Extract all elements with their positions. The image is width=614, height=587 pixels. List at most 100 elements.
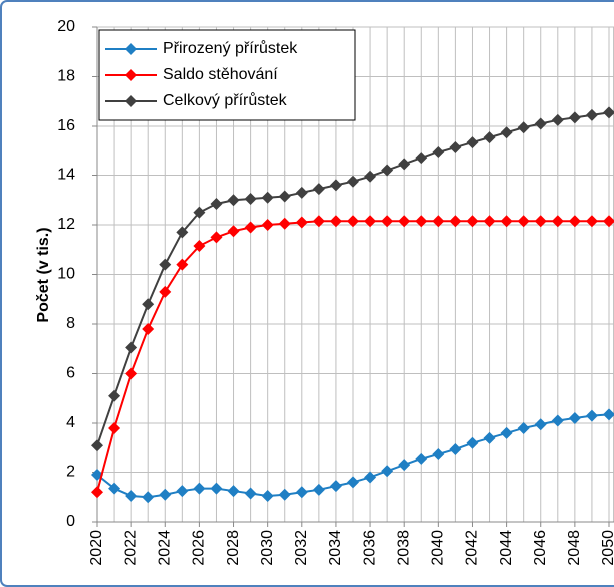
data-point — [466, 136, 479, 149]
y-tick-label: 4 — [66, 414, 75, 431]
data-point — [398, 459, 411, 472]
data-point — [278, 488, 291, 501]
data-point — [142, 322, 155, 335]
data-point — [329, 480, 342, 493]
data-point — [381, 215, 394, 228]
x-tick-label: 2034 — [327, 530, 344, 566]
y-tick-label: 12 — [57, 216, 75, 233]
data-point — [227, 194, 240, 207]
data-point — [534, 418, 547, 431]
data-point — [534, 215, 547, 228]
data-point — [603, 106, 614, 119]
data-point — [159, 258, 172, 271]
data-point — [500, 215, 513, 228]
data-point — [483, 215, 496, 228]
data-point — [551, 215, 564, 228]
y-tick-label: 0 — [66, 513, 75, 530]
data-point — [466, 215, 479, 228]
data-point — [176, 485, 189, 498]
data-point — [227, 225, 240, 238]
data-point — [312, 183, 325, 196]
data-point — [210, 197, 223, 210]
data-point — [91, 439, 103, 452]
data-point — [449, 442, 462, 455]
data-point — [193, 206, 206, 219]
data-point — [364, 215, 377, 228]
data-point — [568, 215, 581, 228]
data-point — [347, 215, 359, 228]
data-point — [329, 179, 342, 192]
x-tick-label: 2032 — [293, 530, 310, 566]
data-point — [329, 215, 342, 228]
data-point — [483, 431, 496, 444]
data-point — [91, 486, 103, 499]
data-point — [193, 240, 206, 253]
data-point — [364, 170, 377, 183]
data-point — [517, 215, 530, 228]
data-point — [142, 298, 155, 311]
y-axis-label: Počet (v tis.) — [35, 227, 52, 322]
x-tick-label: 2048 — [566, 530, 583, 566]
data-point — [381, 164, 394, 177]
data-point — [125, 341, 138, 354]
data-point — [585, 215, 598, 228]
data-point — [415, 452, 428, 465]
data-point — [603, 215, 614, 228]
y-tick-label: 16 — [57, 117, 75, 134]
data-point — [466, 436, 479, 449]
x-tick-label: 2040 — [430, 530, 447, 566]
data-point — [125, 367, 138, 380]
data-point — [312, 215, 325, 228]
legend-label: Přirozený přírůstek — [163, 39, 298, 57]
x-tick-label: 2042 — [464, 530, 481, 566]
y-tick-label: 18 — [57, 68, 75, 85]
data-point — [125, 490, 138, 503]
data-point — [415, 152, 428, 165]
data-point — [244, 487, 257, 500]
x-tick-label: 2050 — [600, 530, 614, 566]
data-point — [364, 471, 377, 484]
data-point — [517, 421, 530, 434]
data-point — [108, 421, 121, 434]
data-point — [159, 285, 172, 298]
legend-label: Saldo stěhování — [163, 66, 278, 83]
y-tick-label: 2 — [66, 464, 75, 481]
data-point — [347, 175, 359, 188]
data-point — [193, 482, 206, 495]
data-point — [432, 215, 445, 228]
data-point — [398, 215, 411, 228]
y-tick-label: 8 — [66, 315, 75, 332]
data-point — [347, 476, 359, 489]
data-point — [244, 221, 257, 234]
data-point — [159, 488, 172, 501]
data-point — [568, 111, 581, 124]
data-point — [210, 231, 223, 244]
y-tick-label: 14 — [57, 167, 75, 184]
x-tick-label: 2046 — [532, 530, 549, 566]
data-point — [551, 414, 564, 427]
data-point — [142, 491, 155, 504]
data-point — [278, 217, 291, 230]
data-point — [295, 186, 308, 199]
data-point — [278, 190, 291, 203]
x-tick-label: 2028 — [225, 530, 242, 566]
legend-label: Celkový přírůstek — [163, 91, 288, 109]
y-tick-label: 6 — [66, 365, 75, 382]
data-point — [415, 215, 428, 228]
data-point — [108, 482, 121, 495]
x-tick-label: 2044 — [498, 530, 515, 566]
data-point — [432, 447, 445, 460]
data-point — [449, 141, 462, 154]
legend-marker — [125, 43, 137, 55]
x-tick-label: 2030 — [259, 530, 276, 566]
y-tick-label: 10 — [57, 266, 75, 283]
legend-marker — [125, 69, 137, 81]
data-point — [517, 121, 530, 134]
data-point — [244, 193, 257, 206]
data-point — [551, 113, 564, 126]
data-point — [500, 126, 513, 139]
data-point — [398, 158, 411, 171]
x-tick-label: 2036 — [361, 530, 378, 566]
x-tick-label: 2020 — [88, 530, 105, 566]
